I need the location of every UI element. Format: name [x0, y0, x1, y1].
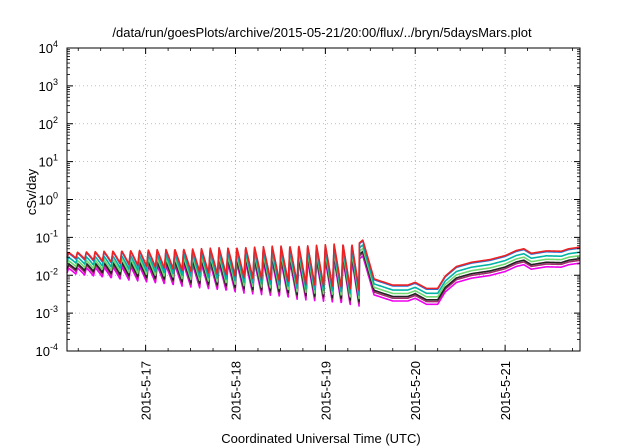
y-tick-label: 101 [39, 153, 58, 170]
x-axis-label: Coordinated Universal Time (UTC) [221, 431, 420, 446]
series-layer [66, 239, 581, 307]
y-tick-label: 100 [39, 191, 58, 208]
series-line [66, 244, 581, 296]
series-line [66, 250, 581, 303]
x-tick-label: 2015-5-18 [229, 361, 244, 420]
y-tick-label: 10-3 [36, 304, 58, 321]
y-tick-label: 10-4 [36, 342, 58, 359]
y-tick-label: 10-1 [36, 228, 58, 245]
series-line [66, 255, 581, 307]
x-tick-label: 2015-5-19 [318, 361, 333, 420]
x-tick-label: 2015-5-17 [139, 361, 154, 420]
x-tick-label: 2015-5-20 [408, 361, 423, 420]
y-axis-label: cSv/day [24, 168, 39, 215]
series-line [66, 247, 581, 300]
y-ticks: 10-4 10-3 10-2 10-1 100 101 102 103 104 [36, 39, 580, 359]
chart-title: /data/run/goesPlots/archive/2015-05-21/2… [112, 25, 532, 40]
x-tick-label: 2015-5-21 [498, 361, 513, 420]
y-tick-label: 10-2 [36, 266, 58, 283]
x-ticks: 2015-5-17 2015-5-18 2015-5-19 2015-5-20 2015… [77, 48, 573, 420]
y-tick-label: 102 [39, 115, 58, 132]
y-tick-label: 104 [39, 39, 58, 56]
y-tick-label: 103 [39, 77, 58, 94]
series-line [66, 239, 581, 291]
